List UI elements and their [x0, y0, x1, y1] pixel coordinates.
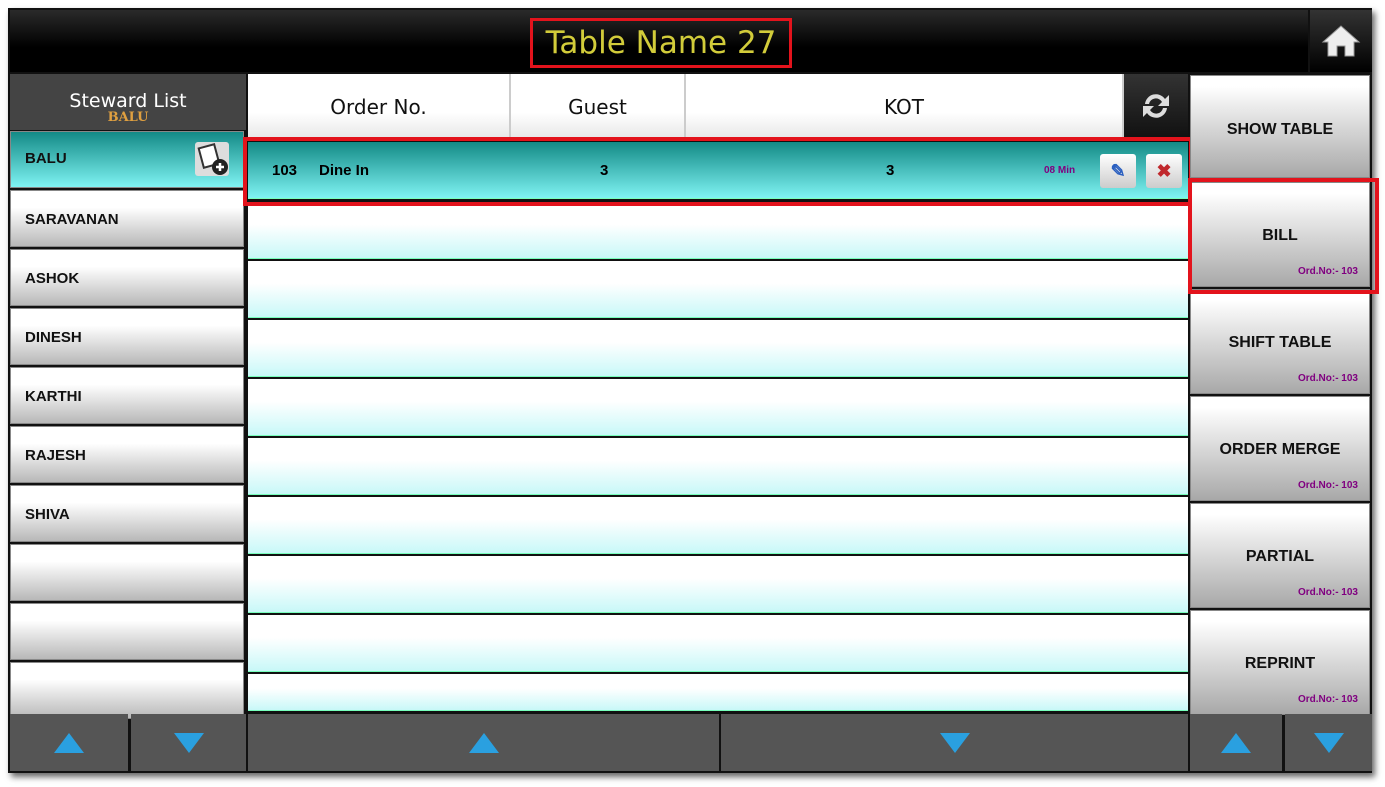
steward-item[interactable]	[10, 544, 244, 601]
edit-order-button[interactable]: ✎	[1100, 154, 1136, 188]
pencil-icon: ✎	[1110, 160, 1126, 181]
actions-scroll-up[interactable]	[1190, 714, 1282, 771]
page-title: Table Name 27	[530, 18, 792, 68]
empty-order-row	[248, 438, 1188, 495]
column-guest: Guest	[511, 74, 686, 138]
action-partial-button[interactable]: PARTIAL Ord.No:- 103	[1190, 503, 1370, 608]
actions-scroll-down[interactable]	[1285, 714, 1372, 771]
steward-item[interactable]: SARAVANAN	[10, 190, 244, 247]
order-guest: 3	[600, 162, 609, 179]
action-label: ORDER MERGE	[1219, 441, 1341, 458]
order-number-label: Ord.No:- 103	[1297, 266, 1358, 277]
steward-item[interactable]	[10, 603, 244, 660]
steward-list-header: Steward List BALU	[10, 74, 246, 130]
action-label: BILL	[1262, 227, 1298, 244]
add-order-icon[interactable]	[195, 142, 229, 176]
steward-item[interactable]: BALU	[10, 131, 244, 188]
steward-item[interactable]: RAJESH	[10, 426, 244, 483]
action-shift-table-button[interactable]: SHIFT TABLE Ord.No:- 103	[1190, 289, 1370, 394]
selected-order-highlight	[243, 137, 1193, 206]
steward-name: SHIVA	[25, 506, 70, 523]
refresh-icon	[1143, 94, 1169, 118]
home-icon	[1321, 25, 1361, 57]
empty-order-row	[248, 674, 1188, 711]
steward-name: BALU	[25, 150, 67, 167]
steward-name: RAJESH	[25, 447, 86, 464]
order-number-label: Ord.No:- 103	[1297, 587, 1358, 598]
action-label: SHOW TABLE	[1226, 121, 1334, 138]
empty-order-row	[248, 379, 1188, 436]
empty-order-row	[248, 261, 1188, 318]
selected-steward: BALU	[107, 110, 149, 125]
bill-highlight	[1188, 178, 1379, 294]
steward-item[interactable]: ASHOK	[10, 249, 244, 306]
orders-scroll-up[interactable]	[248, 714, 719, 771]
steward-scroll-up[interactable]	[10, 714, 128, 771]
action-order-merge-button[interactable]: ORDER MERGE Ord.No:- 103	[1190, 396, 1370, 501]
delete-order-button[interactable]: ✖	[1146, 154, 1182, 188]
order-number-label: Ord.No:- 103	[1297, 480, 1358, 491]
action-show-table-button[interactable]: SHOW TABLE	[1190, 75, 1370, 178]
down-arrow-icon	[939, 732, 970, 753]
down-arrow-icon	[1313, 732, 1344, 753]
steward-scroll-down[interactable]	[131, 714, 246, 771]
order-kot: 3	[886, 162, 895, 179]
empty-order-row	[248, 202, 1188, 259]
refresh-button[interactable]	[1124, 74, 1188, 138]
column-kot: KOT	[686, 74, 1124, 138]
order-number-label: Ord.No:- 103	[1297, 694, 1358, 705]
action-bill-button[interactable]: BILL Ord.No:- 103	[1190, 182, 1370, 287]
steward-name: KARTHI	[25, 388, 82, 405]
steward-name: SARAVANAN	[25, 211, 119, 228]
order-row[interactable]: 103 Dine In 3 3 08 Min ✎ ✖	[248, 142, 1188, 199]
order-number: 103	[272, 162, 298, 179]
empty-order-row	[248, 497, 1188, 554]
steward-item[interactable]: SHIVA	[10, 485, 244, 542]
steward-name: DINESH	[25, 329, 82, 346]
steward-item[interactable]: DINESH	[10, 308, 244, 365]
steward-name: ASHOK	[25, 270, 80, 287]
home-button[interactable]	[1310, 10, 1372, 72]
order-number-label: Ord.No:- 103	[1297, 373, 1358, 384]
action-label: PARTIAL	[1245, 548, 1315, 565]
order-type: Dine In	[319, 162, 370, 179]
order-time: 08 Min	[1044, 165, 1076, 176]
close-icon: ✖	[1156, 160, 1172, 181]
empty-order-row	[248, 320, 1188, 377]
column-order-no: Order No.	[248, 74, 511, 138]
down-arrow-icon	[173, 732, 204, 753]
orders-scroll-down[interactable]	[721, 714, 1188, 771]
action-label: SHIFT TABLE	[1228, 334, 1332, 351]
steward-item[interactable]: KARTHI	[10, 367, 244, 424]
steward-item[interactable]	[10, 662, 244, 719]
empty-order-row	[248, 615, 1188, 672]
up-arrow-icon	[1221, 732, 1251, 753]
up-arrow-icon	[468, 732, 499, 753]
up-arrow-icon	[54, 732, 84, 753]
steward-list-title: Steward List	[69, 90, 187, 112]
action-label: REPRINT	[1244, 655, 1316, 672]
action-reprint-button[interactable]: REPRINT Ord.No:- 103	[1190, 610, 1370, 715]
empty-order-row	[248, 556, 1188, 613]
